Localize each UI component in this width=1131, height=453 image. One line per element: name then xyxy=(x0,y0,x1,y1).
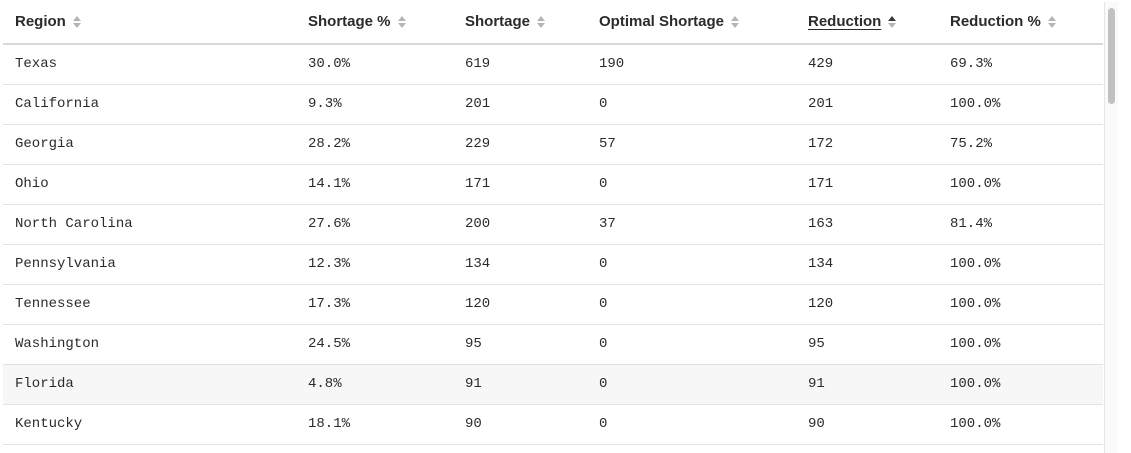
table-row[interactable]: Georgia 28.2% 229 57 172 75.2% xyxy=(3,124,1103,165)
table-cell: 69.3% xyxy=(938,44,1103,85)
table-cell: 134 xyxy=(796,244,938,285)
column-header-reduction[interactable]: Reduction xyxy=(796,0,938,45)
column-label: Optimal Shortage xyxy=(599,13,725,30)
data-table-container: Region Shortage % Shortage Optimal Short… xyxy=(3,0,1103,453)
sort-icon[interactable] xyxy=(731,15,740,28)
column-header-optimal-shortage[interactable]: Optimal Shortage xyxy=(587,0,796,45)
table-cell: 120 xyxy=(796,284,938,325)
table-cell: 134 xyxy=(453,244,587,285)
table-cell: 30.0% xyxy=(296,44,453,85)
sort-icon[interactable] xyxy=(72,15,81,28)
table-cell: 200 xyxy=(453,204,587,245)
table-cell: 0 xyxy=(587,164,796,205)
table-cell: Tennessee xyxy=(3,284,296,325)
table-cell: 90 xyxy=(453,404,587,445)
table-row[interactable]: Washington 24.5% 95 0 95 100.0% xyxy=(3,324,1103,365)
table-row[interactable]: Texas 30.0% 619 190 429 69.3% xyxy=(3,44,1103,85)
table-body: Texas 30.0% 619 190 429 69.3% California 9.3% 20… xyxy=(3,44,1103,445)
table-cell: 91 xyxy=(453,364,587,405)
table-cell: Ohio xyxy=(3,164,296,205)
table-row[interactable]: Pennsylvania 12.3% 134 0 134 100.0% xyxy=(3,244,1103,285)
table-cell: 27.6% xyxy=(296,204,453,245)
table-cell: 0 xyxy=(587,364,796,405)
table-cell: 100.0% xyxy=(938,284,1103,325)
table-cell: 0 xyxy=(587,244,796,285)
table-cell: North Carolina xyxy=(3,204,296,245)
table-cell: 95 xyxy=(453,324,587,365)
column-label: Shortage xyxy=(465,13,531,30)
table-row[interactable]: North Carolina 27.6% 200 37 163 81.4% xyxy=(3,204,1103,245)
column-label: Shortage % xyxy=(308,13,391,30)
table-cell: Kentucky xyxy=(3,404,296,445)
table-cell: 75.2% xyxy=(938,124,1103,165)
table-cell: 90 xyxy=(796,404,938,445)
table-cell: Texas xyxy=(3,44,296,85)
column-header-shortage[interactable]: Shortage xyxy=(453,0,587,45)
table-cell: 18.1% xyxy=(296,404,453,445)
table-row[interactable]: California 9.3% 201 0 201 100.0% xyxy=(3,84,1103,125)
column-label: Reduction xyxy=(808,13,882,30)
table-cell: Pennsylvania xyxy=(3,244,296,285)
table-cell: 229 xyxy=(453,124,587,165)
table-cell: Florida xyxy=(3,364,296,405)
table-row[interactable]: Ohio 14.1% 171 0 171 100.0% xyxy=(3,164,1103,205)
table-cell: 190 xyxy=(587,44,796,85)
sort-icon[interactable] xyxy=(537,15,546,28)
table-cell: 4.8% xyxy=(296,364,453,405)
table-row[interactable]: Tennessee 17.3% 120 0 120 100.0% xyxy=(3,284,1103,325)
sort-ascending-icon[interactable] xyxy=(888,15,897,28)
table-cell: 0 xyxy=(587,284,796,325)
table-cell: 100.0% xyxy=(938,324,1103,365)
table-cell: 95 xyxy=(796,324,938,365)
table-cell: 171 xyxy=(796,164,938,205)
table-cell: 37 xyxy=(587,204,796,245)
table-cell: 171 xyxy=(453,164,587,205)
region-shortage-table: Region Shortage % Shortage Optimal Short… xyxy=(3,0,1103,445)
table-cell: 100.0% xyxy=(938,364,1103,405)
table-cell: 120 xyxy=(453,284,587,325)
table-cell: 81.4% xyxy=(938,204,1103,245)
table-cell: 100.0% xyxy=(938,164,1103,205)
table-cell: 619 xyxy=(453,44,587,85)
vertical-scrollbar[interactable] xyxy=(1104,2,1118,453)
column-label: Reduction % xyxy=(950,13,1041,30)
table-cell: 100.0% xyxy=(938,404,1103,445)
table-cell: 17.3% xyxy=(296,284,453,325)
table-cell: 91 xyxy=(796,364,938,405)
table-cell: 163 xyxy=(796,204,938,245)
table-cell: 0 xyxy=(587,404,796,445)
column-header-shortage-pct[interactable]: Shortage % xyxy=(296,0,453,45)
table-cell: 14.1% xyxy=(296,164,453,205)
table-cell: 100.0% xyxy=(938,244,1103,285)
table-row[interactable]: Florida 4.8% 91 0 91 100.0% xyxy=(3,364,1103,405)
column-header-region[interactable]: Region xyxy=(3,0,296,45)
table-cell: 429 xyxy=(796,44,938,85)
table-header: Region Shortage % Shortage Optimal Short… xyxy=(3,0,1103,45)
sort-icon[interactable] xyxy=(1047,15,1056,28)
table-cell: 201 xyxy=(453,84,587,125)
table-cell: 172 xyxy=(796,124,938,165)
table-cell: 0 xyxy=(587,324,796,365)
table-cell: 100.0% xyxy=(938,84,1103,125)
table-cell: 24.5% xyxy=(296,324,453,365)
table-cell: 201 xyxy=(796,84,938,125)
table-cell: 9.3% xyxy=(296,84,453,125)
table-cell: 28.2% xyxy=(296,124,453,165)
table-cell: California xyxy=(3,84,296,125)
table-cell: 12.3% xyxy=(296,244,453,285)
sort-icon[interactable] xyxy=(397,15,406,28)
column-header-reduction-pct[interactable]: Reduction % xyxy=(938,0,1103,45)
table-cell: 0 xyxy=(587,84,796,125)
header-row: Region Shortage % Shortage Optimal Short… xyxy=(3,0,1103,45)
table-cell: Georgia xyxy=(3,124,296,165)
table-cell: Washington xyxy=(3,324,296,365)
table-row[interactable]: Kentucky 18.1% 90 0 90 100.0% xyxy=(3,404,1103,445)
table-cell: 57 xyxy=(587,124,796,165)
scrollbar-thumb[interactable] xyxy=(1108,8,1115,104)
column-label: Region xyxy=(15,13,66,30)
